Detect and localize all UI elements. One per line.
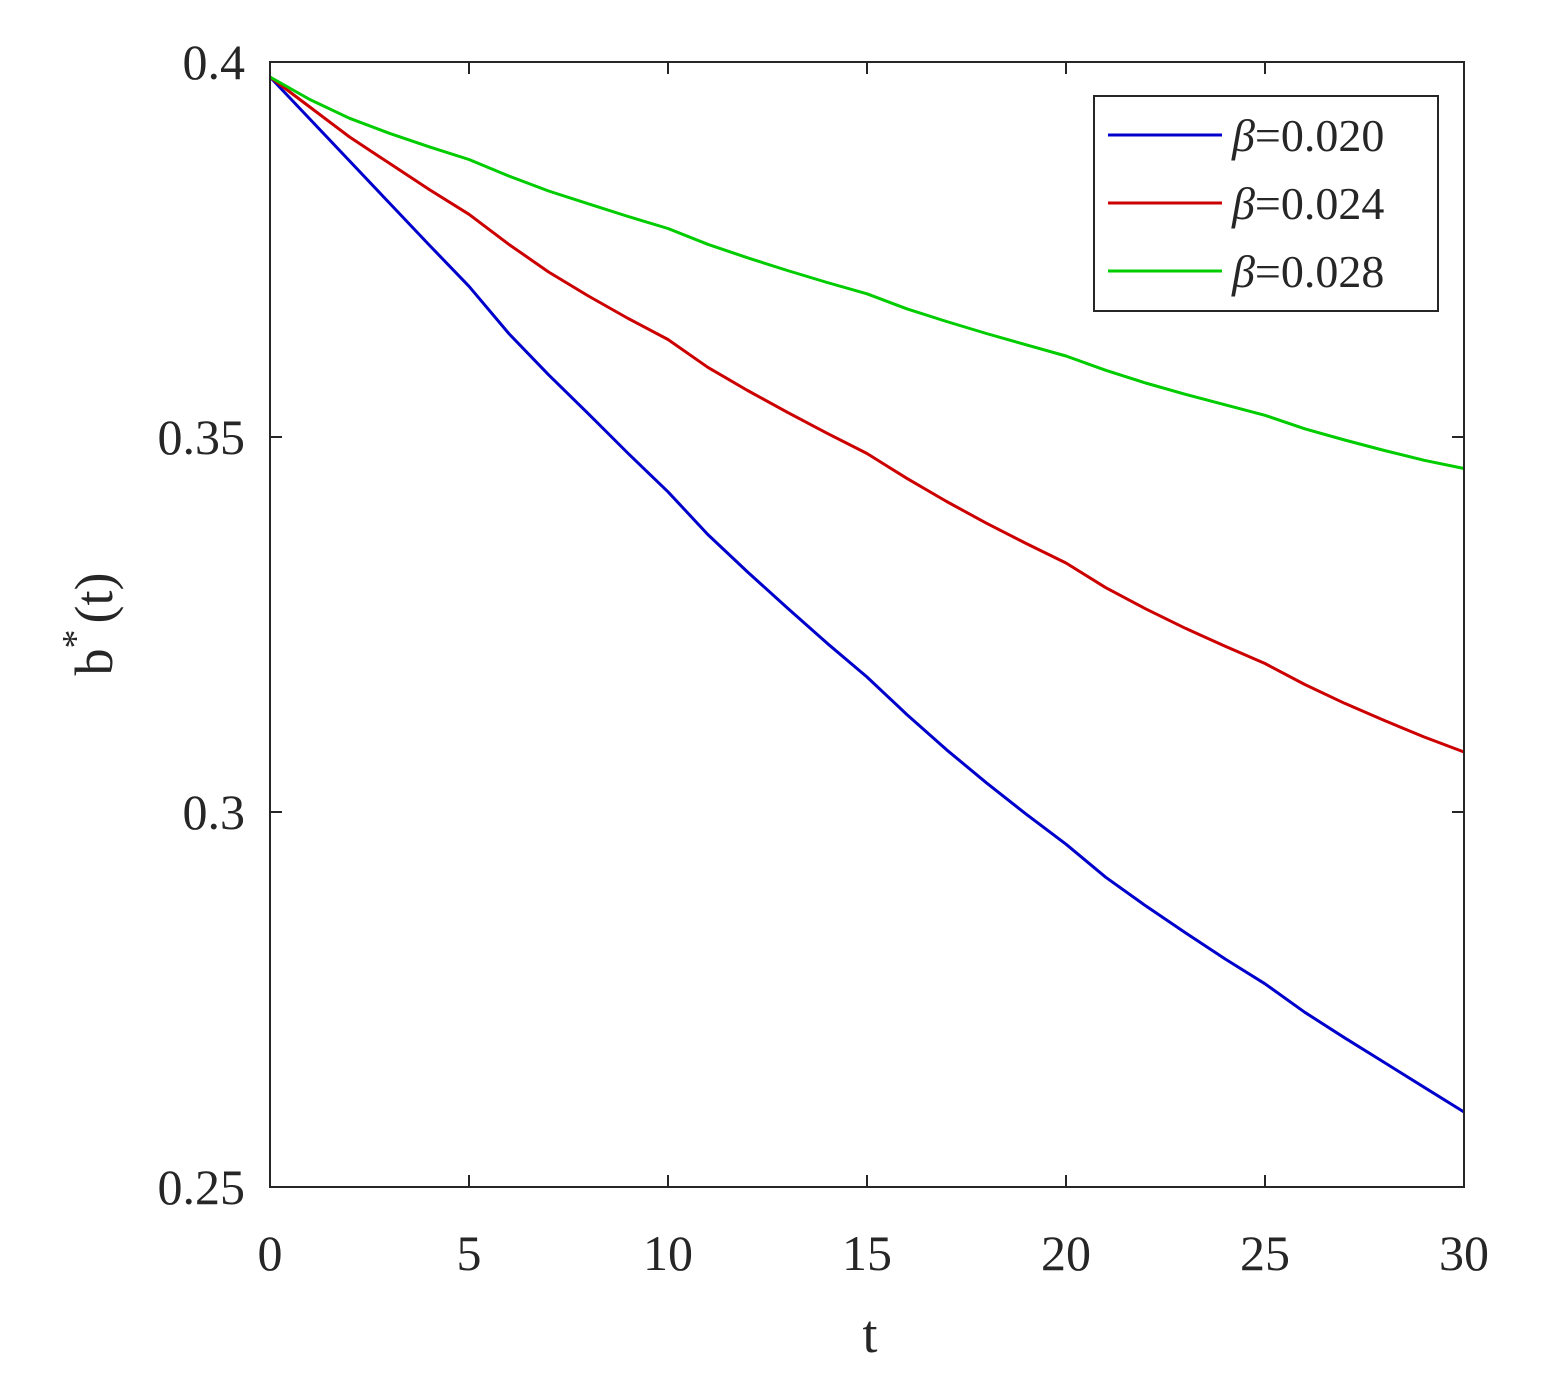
legend-entry-2: β=0.028 <box>1231 246 1384 297</box>
axis-ticks <box>269 61 1465 1188</box>
y-axis-label-superscript: * <box>55 629 97 648</box>
y-tick-label: 0.3 <box>183 784 246 840</box>
x-tick-label: 5 <box>457 1225 482 1281</box>
x-tick-label: 25 <box>1240 1225 1290 1281</box>
legend-value: =0.028 <box>1255 246 1384 297</box>
series-line-2 <box>269 75 1465 470</box>
series-line-0 <box>268 75 1465 1114</box>
y-tick-labels: 0.25 0.3 0.35 0.4 <box>158 34 246 1215</box>
legend-value: =0.024 <box>1255 178 1384 229</box>
y-tick-label: 0.4 <box>183 34 246 90</box>
x-axis-label: t <box>862 1304 877 1364</box>
x-tick-label: 20 <box>1041 1225 1091 1281</box>
x-tick-label: 15 <box>842 1225 892 1281</box>
plot-lines <box>268 75 1465 1114</box>
legend-value: =0.020 <box>1255 110 1384 161</box>
y-axis-label-rest: (t) <box>64 573 124 624</box>
x-tick-label: 0 <box>258 1225 283 1281</box>
legend-symbol: β <box>1231 246 1255 297</box>
x-tick-label: 10 <box>643 1225 693 1281</box>
x-tick-labels: 0 5 10 15 20 25 30 <box>258 1225 1490 1281</box>
legend-entry-0: β=0.020 <box>1231 110 1384 161</box>
legend-symbol: β <box>1231 110 1255 161</box>
legend-entry-1: β=0.024 <box>1231 178 1384 229</box>
y-axis-label: b* (t) <box>55 573 124 676</box>
y-axis-label-base: b <box>64 648 124 675</box>
legend-symbol: β <box>1231 178 1255 229</box>
y-tick-label: 0.35 <box>158 409 246 465</box>
series-line-1 <box>269 75 1465 754</box>
x-tick-label: 30 <box>1439 1225 1489 1281</box>
y-tick-label: 0.25 <box>158 1159 246 1215</box>
